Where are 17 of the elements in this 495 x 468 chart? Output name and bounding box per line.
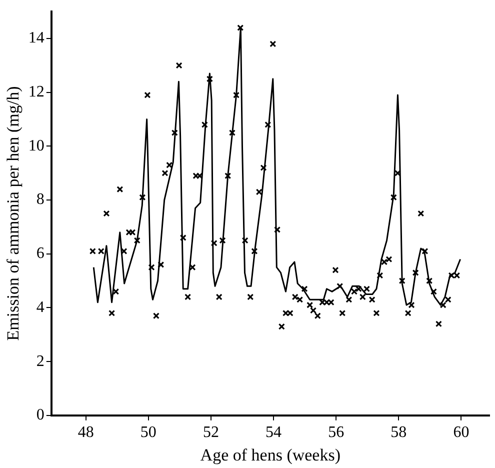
x-tick-label: 58: [390, 424, 407, 442]
x-tick-label: 54: [266, 424, 282, 442]
y-tick-label: 4: [36, 298, 44, 316]
y-tick-label: 10: [28, 137, 44, 154]
x-tick-label: 56: [328, 424, 344, 442]
x-axis-title: Age of hens (weeks): [200, 445, 340, 464]
y-tick-label: 8: [36, 191, 44, 208]
x-tick-label: 52: [202, 424, 219, 442]
y-tick-label: 12: [28, 84, 44, 101]
x-tick-label: 50: [140, 424, 156, 442]
x-tick-label: 60: [453, 424, 470, 442]
x-tick-label: 48: [78, 424, 94, 442]
y-tick-label: 14: [28, 30, 44, 47]
y-axis-title: Emission of ammonia per hen (mg/h): [4, 86, 23, 341]
y-tick-label: 6: [36, 245, 44, 262]
y-tick-label: 2: [36, 352, 44, 370]
y-tick-label: 0: [36, 406, 44, 424]
